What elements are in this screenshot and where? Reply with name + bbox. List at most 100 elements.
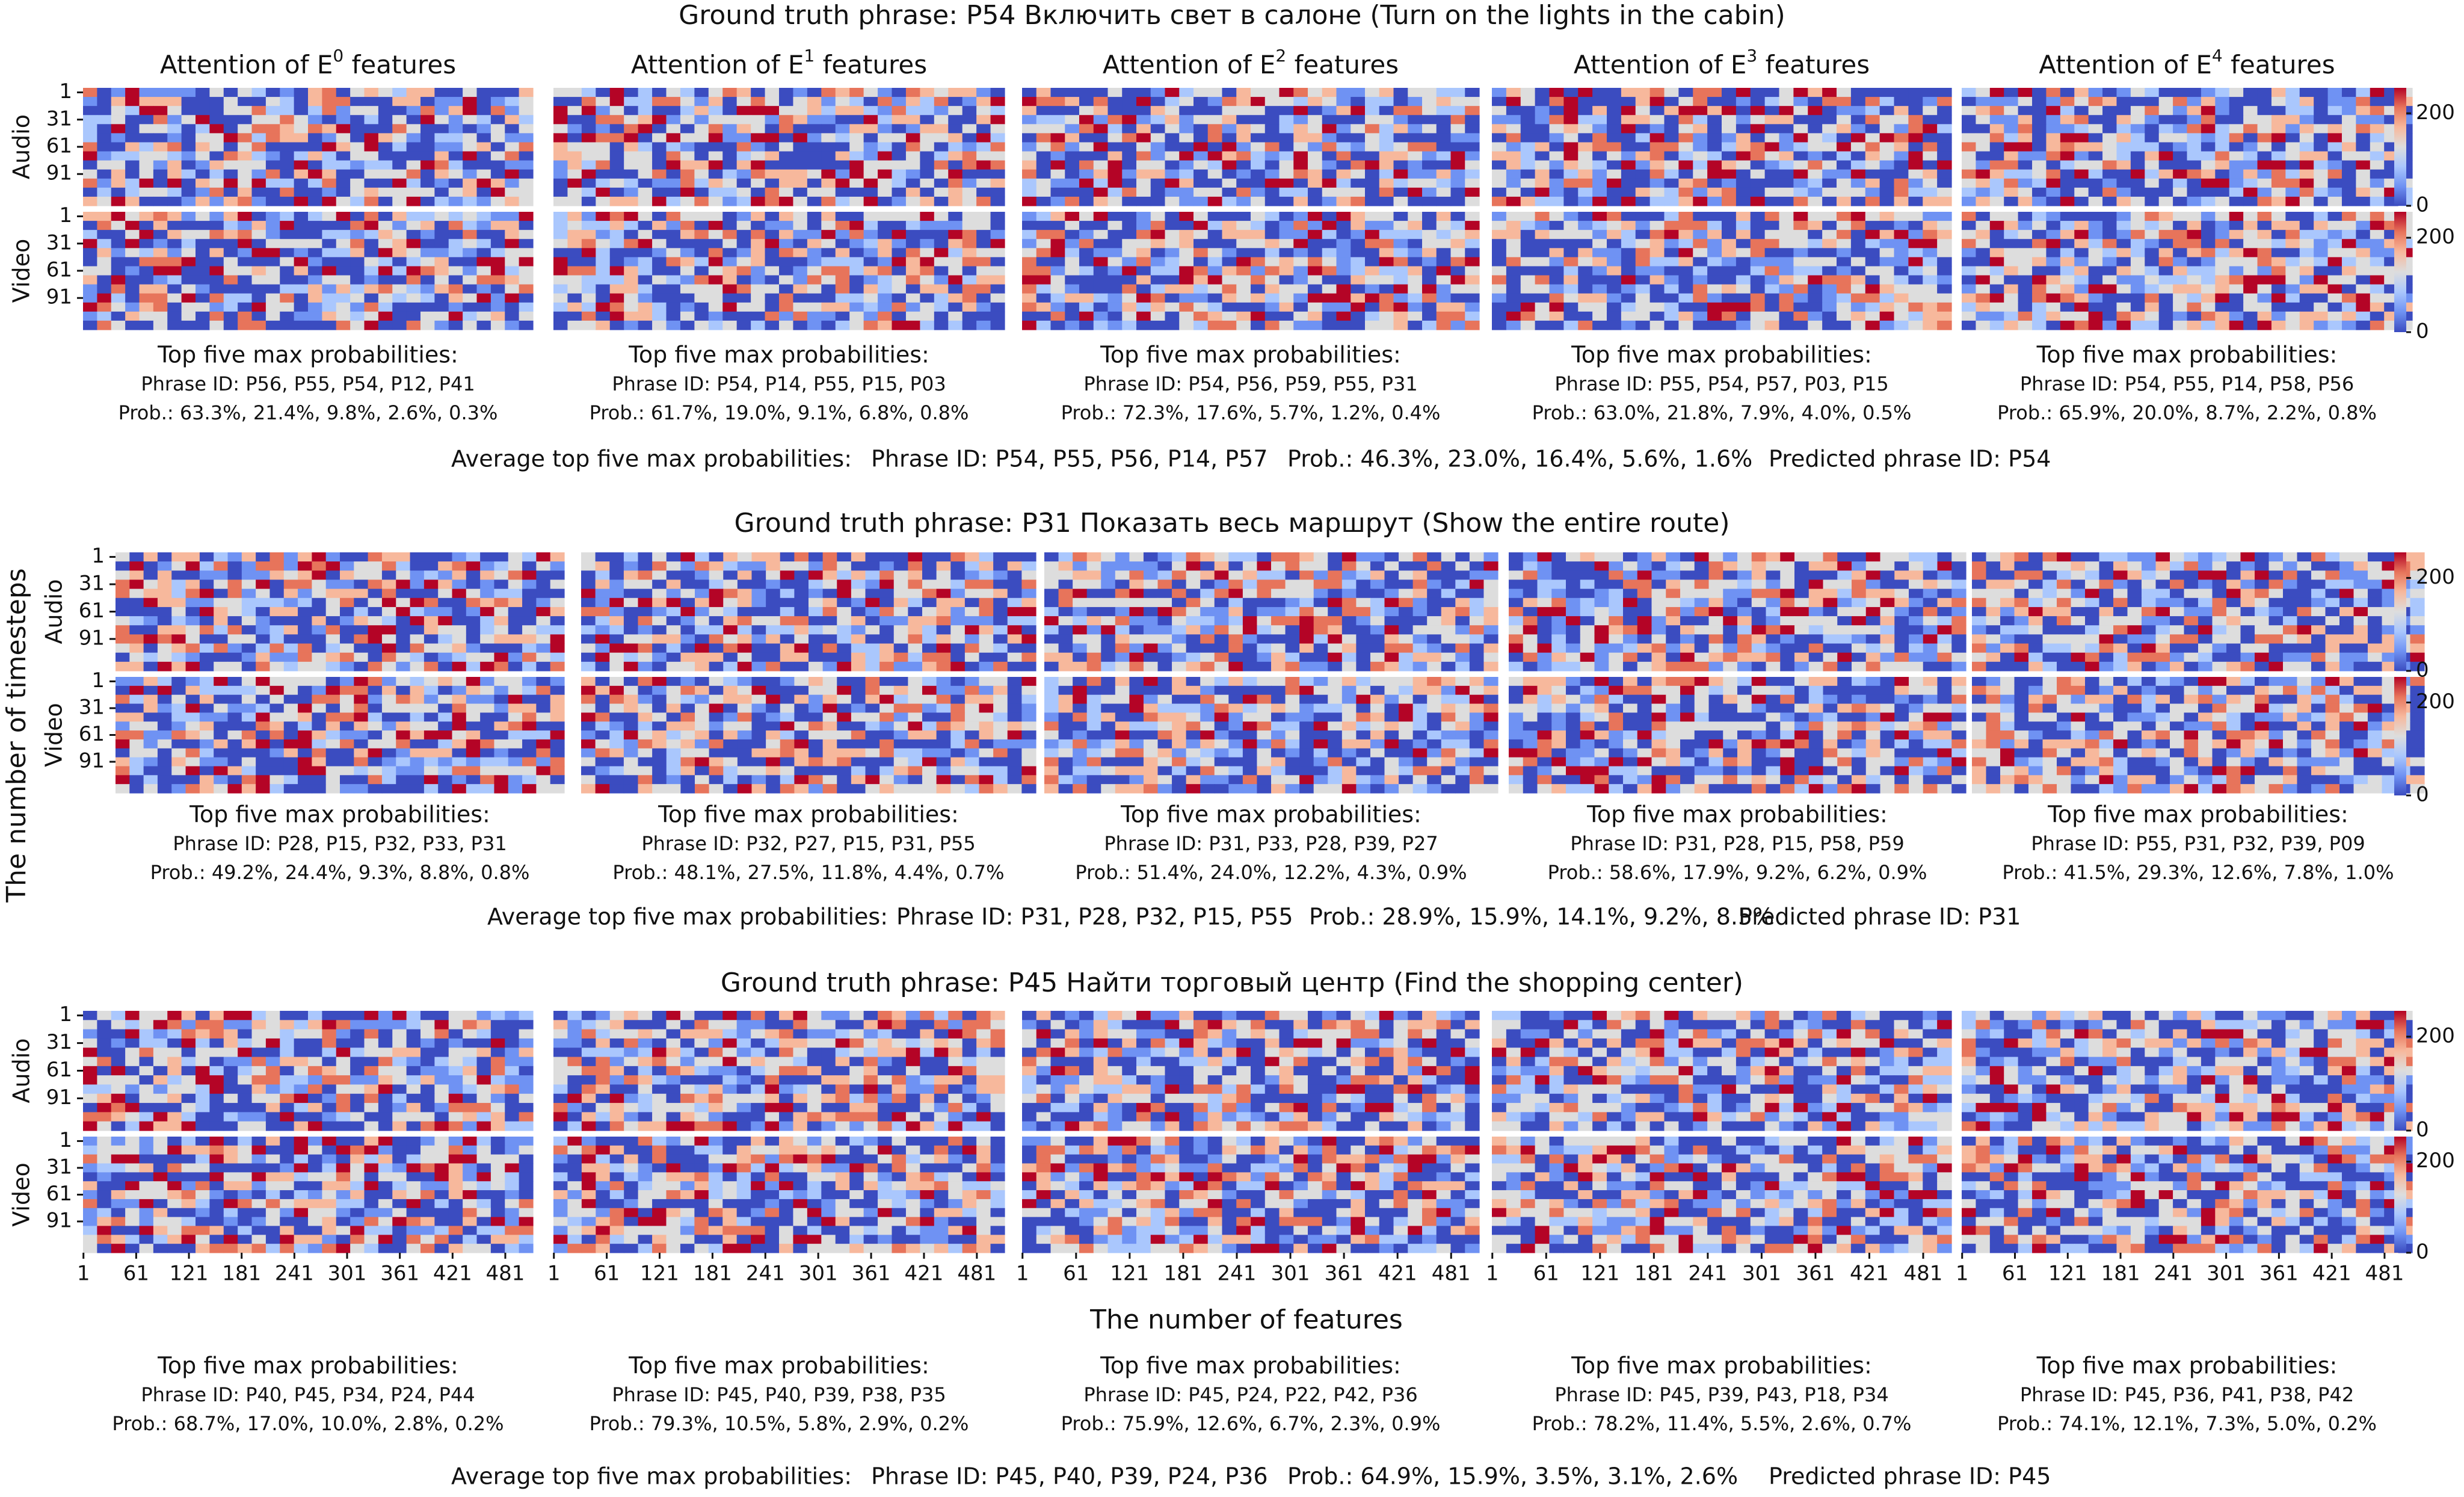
heat-cell	[336, 311, 351, 321]
heat-cell	[779, 178, 794, 188]
heat-cell	[2229, 293, 2244, 303]
heat-cell	[1779, 257, 1794, 267]
heat-cell	[1535, 275, 1550, 285]
heat-cell	[2271, 320, 2286, 330]
heat-cell	[1693, 230, 1708, 239]
heat-cell	[1065, 230, 1080, 239]
heat-cell	[1322, 275, 1337, 285]
heat-cell	[1122, 293, 1137, 303]
heat-cell	[434, 160, 449, 170]
heat-cell	[1136, 239, 1151, 248]
heat-cell	[990, 266, 1005, 276]
heat-cell	[2173, 239, 2188, 248]
heat-cell	[1621, 320, 1636, 330]
heat-cell	[2201, 239, 2216, 248]
heat-cell	[364, 178, 379, 188]
heat-cell	[2088, 257, 2103, 267]
heat-cell	[1050, 212, 1065, 221]
heat-cell	[270, 784, 285, 794]
heat-cell	[1093, 248, 1109, 258]
heat-cell	[1808, 97, 1823, 106]
heat-cell	[508, 739, 523, 749]
heat-cell	[1506, 115, 1521, 125]
heat-cell	[354, 561, 369, 571]
heat-cell	[378, 97, 393, 106]
heat-cell	[835, 212, 850, 221]
heat-cell	[185, 730, 200, 740]
heat-cell	[1678, 239, 1693, 248]
heat-cell	[835, 187, 850, 197]
heat-cell	[835, 230, 850, 239]
heat-cell	[2060, 133, 2075, 143]
heat-cell	[325, 661, 340, 671]
heat-cell	[1308, 196, 1323, 206]
heat-cell	[251, 133, 266, 143]
heat-cell	[83, 151, 97, 161]
heat-cell	[1022, 151, 1037, 161]
heat-cell	[1165, 142, 1180, 152]
heat-cell	[905, 212, 920, 221]
heat-cell	[256, 616, 271, 626]
heat-cell	[1707, 196, 1722, 206]
heat-cell	[1578, 212, 1593, 221]
heat-cell	[410, 661, 425, 671]
heat-cell	[892, 133, 907, 143]
heat-cell	[2032, 97, 2047, 106]
heat-cell	[1122, 115, 1137, 125]
heat-cell	[1251, 221, 1266, 230]
heat-cell	[340, 552, 354, 562]
heat-cell	[1736, 293, 1751, 303]
heat-cell	[2201, 133, 2216, 143]
heat-cell	[1492, 97, 1507, 106]
heat-cell	[1022, 230, 1037, 239]
heat-cell	[2116, 97, 2131, 106]
heat-cell	[1093, 178, 1109, 188]
heat-cell	[1736, 106, 1751, 116]
heat-cell	[2187, 293, 2202, 303]
heat-cell	[410, 552, 425, 562]
heat-cell	[666, 187, 681, 197]
heat-cell	[139, 266, 154, 276]
heat-cell	[241, 579, 256, 590]
heat-cell	[2201, 178, 2216, 188]
heat-cell	[354, 607, 369, 617]
heat-cell	[325, 685, 340, 696]
heat-cell	[2356, 266, 2371, 276]
heat-cell	[1520, 311, 1536, 321]
heat-cell	[1465, 248, 1480, 258]
heat-cell	[1865, 124, 1880, 134]
heat-cell	[463, 106, 478, 116]
heat-cell	[256, 685, 271, 696]
heat-cell	[1808, 311, 1823, 321]
heat-cell	[378, 248, 393, 258]
heat-cell	[878, 311, 893, 321]
heat-cell	[1894, 239, 1909, 248]
heat-cell	[2370, 293, 2385, 303]
heat-cell	[1336, 239, 1351, 248]
heat-cell	[751, 160, 766, 170]
heat-cell	[1621, 160, 1636, 170]
heat-cell	[490, 115, 505, 125]
heat-cell	[129, 739, 144, 749]
heat-cell	[1520, 178, 1536, 188]
heat-cell	[1793, 293, 1808, 303]
heat-cell	[368, 712, 383, 722]
heat-cell	[976, 169, 991, 179]
heat-cell	[609, 124, 624, 134]
heat-cell	[1393, 88, 1408, 97]
heat-cell	[283, 625, 298, 635]
heat-cell	[466, 712, 481, 722]
heat-cell	[480, 766, 495, 776]
heat-cell	[1122, 311, 1137, 321]
heat-cell	[157, 597, 172, 608]
heat-cell	[2145, 196, 2160, 206]
heat-cell	[153, 320, 168, 330]
heat-cell	[125, 293, 140, 303]
heat-cell	[1336, 257, 1351, 267]
heat-cell	[2173, 124, 2188, 134]
heat-cell	[1664, 196, 1679, 206]
heat-cell	[596, 133, 611, 143]
heat-cell	[199, 694, 214, 705]
heat-cell	[392, 151, 407, 161]
heat-cell	[666, 142, 681, 152]
